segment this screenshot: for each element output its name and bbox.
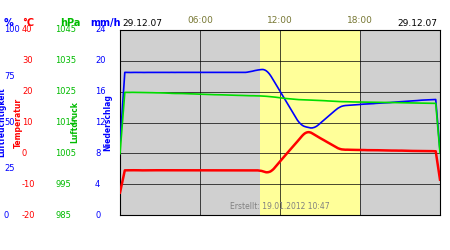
Text: -20: -20 — [22, 210, 36, 220]
Text: 30: 30 — [22, 56, 32, 65]
Text: 4: 4 — [95, 180, 100, 189]
Text: hPa: hPa — [60, 18, 81, 28]
Text: °C: °C — [22, 18, 34, 28]
Text: 1045: 1045 — [55, 26, 76, 35]
Text: 29.12.07: 29.12.07 — [398, 18, 438, 28]
Text: 985: 985 — [55, 210, 71, 220]
Text: Niederschlag: Niederschlag — [104, 94, 112, 151]
Text: 8: 8 — [95, 149, 100, 158]
Text: 29.12.07: 29.12.07 — [122, 18, 162, 28]
Text: 10: 10 — [22, 118, 32, 127]
Text: 1005: 1005 — [55, 149, 76, 158]
Text: 0: 0 — [95, 210, 100, 220]
Text: 1035: 1035 — [55, 56, 76, 65]
Text: 0: 0 — [4, 210, 9, 220]
Text: %: % — [4, 18, 14, 28]
Text: 20: 20 — [22, 87, 32, 96]
Text: 40: 40 — [22, 26, 32, 35]
Text: 16: 16 — [95, 87, 106, 96]
Text: 0: 0 — [22, 149, 27, 158]
Text: 50: 50 — [4, 118, 14, 127]
Text: Temperatur: Temperatur — [14, 98, 22, 148]
Text: mm/h: mm/h — [90, 18, 121, 28]
Text: 995: 995 — [55, 180, 71, 189]
Text: -10: -10 — [22, 180, 36, 189]
Text: 24: 24 — [95, 26, 105, 35]
Bar — [260, 30, 360, 215]
Text: 25: 25 — [4, 164, 14, 173]
Text: 1015: 1015 — [55, 118, 76, 127]
Text: 100: 100 — [4, 26, 20, 35]
Text: 1025: 1025 — [55, 87, 76, 96]
Text: Erstellt: 19.01.2012 10:47: Erstellt: 19.01.2012 10:47 — [230, 202, 330, 211]
Text: Luftdruck: Luftdruck — [71, 102, 80, 143]
Text: 75: 75 — [4, 72, 14, 81]
Text: 20: 20 — [95, 56, 105, 65]
Text: 12: 12 — [95, 118, 105, 127]
Text: Luftfeuchtigkeit: Luftfeuchtigkeit — [0, 88, 6, 158]
